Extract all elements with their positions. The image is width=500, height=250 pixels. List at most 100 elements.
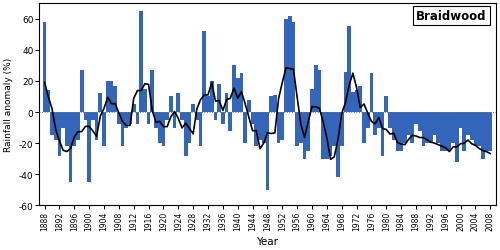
Bar [94,112,98,140]
X-axis label: Year: Year [256,236,278,246]
Bar [91,112,94,120]
Bar [448,112,452,151]
Bar [218,85,221,112]
Bar [299,112,302,144]
Bar [306,112,310,151]
Bar [429,112,432,144]
Bar [332,112,336,147]
Bar [42,23,46,112]
Bar [374,112,377,136]
Bar [362,112,366,144]
Bar [354,91,358,112]
Bar [46,91,50,112]
Bar [296,112,299,147]
Bar [351,92,354,112]
Bar [162,112,166,147]
Bar [221,112,224,125]
Bar [88,112,91,182]
Bar [80,71,84,112]
Bar [444,112,448,151]
Bar [50,112,54,136]
Bar [195,112,198,120]
Bar [58,112,62,156]
Bar [452,112,455,144]
Bar [202,32,206,112]
Bar [76,112,80,140]
Bar [176,94,180,112]
Bar [325,112,328,159]
Bar [224,94,228,112]
Bar [288,16,292,112]
Bar [462,112,466,151]
Bar [236,78,240,112]
Bar [110,82,114,112]
Bar [214,112,218,120]
Bar [198,112,202,147]
Bar [136,112,140,125]
Bar [266,112,270,190]
Bar [228,112,232,131]
Bar [396,112,400,151]
Bar [254,112,258,147]
Text: Braidwood: Braidwood [416,10,486,23]
Bar [262,112,266,144]
Bar [466,112,470,136]
Bar [426,112,429,144]
Bar [158,112,162,144]
Bar [384,97,388,112]
Bar [328,112,332,156]
Bar [488,112,492,151]
Bar [358,86,362,113]
Bar [54,112,58,140]
Bar [143,89,146,112]
Bar [414,112,418,125]
Bar [180,112,184,120]
Bar [169,97,172,112]
Bar [150,71,154,112]
Bar [484,112,488,151]
Bar [117,112,120,125]
Bar [192,105,195,112]
Bar [474,112,478,147]
Bar [436,112,440,144]
Bar [270,97,273,112]
Bar [292,23,296,112]
Bar [344,72,347,112]
Bar [392,112,396,140]
Bar [388,112,392,128]
Bar [247,100,250,112]
Bar [470,112,474,140]
Bar [128,112,132,125]
Bar [62,112,65,128]
Bar [140,12,143,112]
Bar [146,112,150,125]
Bar [410,112,414,144]
Bar [432,112,436,136]
Bar [65,112,68,147]
Bar [273,96,276,112]
Bar [232,66,236,112]
Bar [120,112,124,147]
Bar [370,74,374,112]
Bar [403,112,406,144]
Bar [68,112,72,182]
Bar [72,112,76,147]
Bar [440,112,444,151]
Bar [250,112,254,125]
Bar [422,112,426,147]
Bar [314,66,318,112]
Bar [280,112,284,140]
Bar [188,112,192,144]
Bar [458,112,462,128]
Bar [276,112,280,144]
Bar [340,112,344,147]
Bar [348,28,351,112]
Bar [481,112,484,159]
Bar [284,20,288,112]
Bar [206,97,210,112]
Bar [302,112,306,159]
Bar [418,112,422,131]
Bar [455,112,458,162]
Y-axis label: Rainfall anomaly (%): Rainfall anomaly (%) [4,58,13,152]
Bar [258,112,262,140]
